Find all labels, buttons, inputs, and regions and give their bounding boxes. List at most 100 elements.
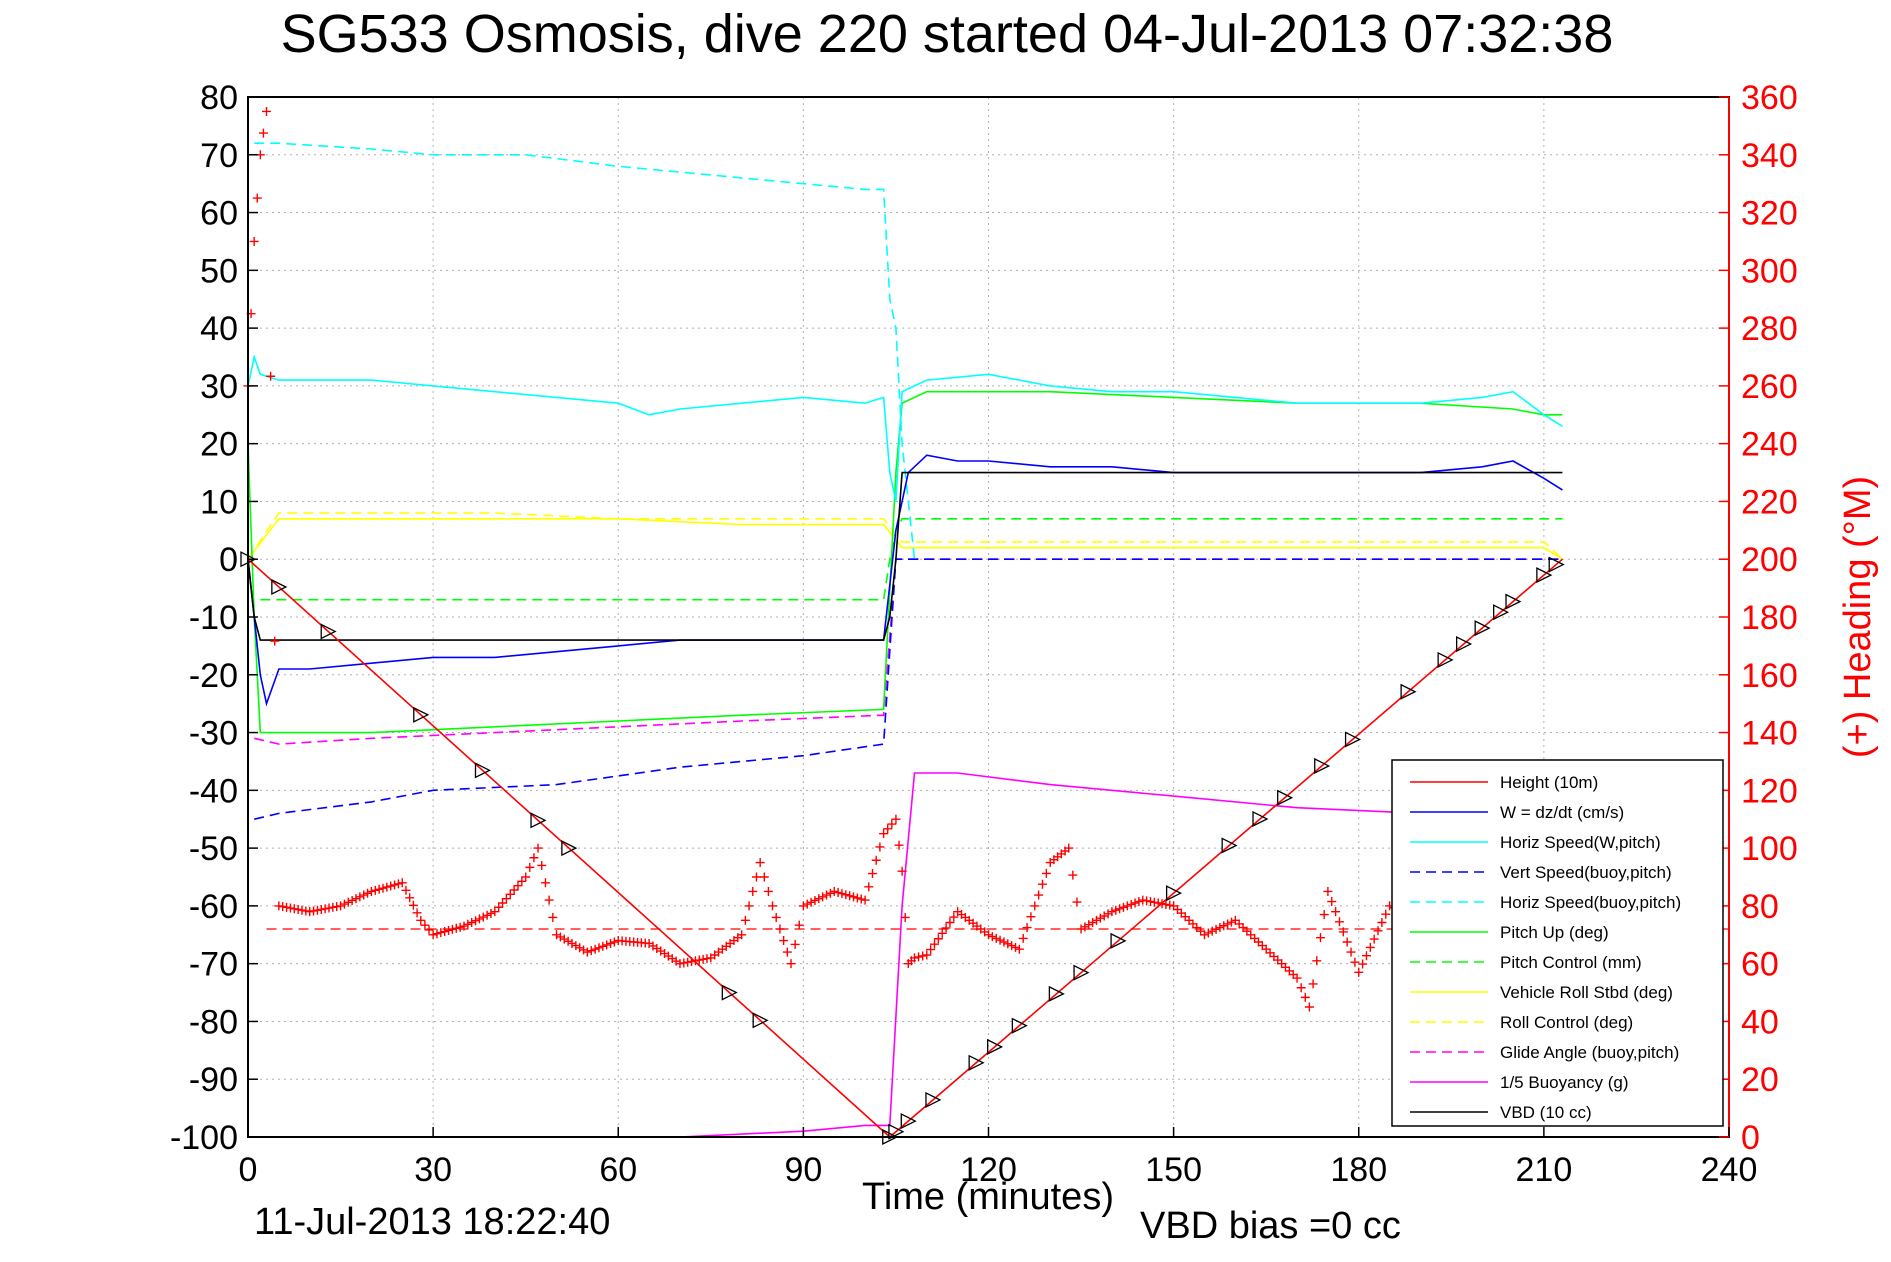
heading-point <box>339 899 349 909</box>
heading-point <box>1312 956 1322 966</box>
x-tick-label: 180 <box>1330 1151 1387 1189</box>
heading-point <box>378 883 388 893</box>
heading-point <box>309 906 319 916</box>
heading-point <box>1149 897 1159 907</box>
heading-point <box>305 907 315 917</box>
heading-point <box>748 886 758 896</box>
legend-label: Horiz Speed(W,pitch) <box>1500 833 1661 852</box>
heading-point <box>883 824 893 834</box>
y2-tick-label: 40 <box>1741 1003 1779 1041</box>
heading-point <box>1334 917 1344 927</box>
heading-point <box>1327 897 1337 907</box>
heading-point <box>759 872 769 882</box>
heading-point <box>1219 921 1229 931</box>
x-tick-label: 210 <box>1516 1151 1573 1189</box>
x-axis: 0 30 60 90 120 150 180 210 240 <box>239 1127 1757 1189</box>
heading-point <box>343 897 353 907</box>
height-marker <box>1252 810 1269 828</box>
heading-point <box>1207 926 1217 936</box>
heading-point <box>914 952 924 962</box>
heading-point <box>579 945 589 955</box>
heading-point <box>1068 870 1078 880</box>
y2-tick-label: 200 <box>1741 541 1798 579</box>
heading-point <box>602 940 612 950</box>
heading-point <box>509 885 519 895</box>
height-marker <box>271 578 288 596</box>
height-marker <box>1344 731 1362 748</box>
heading-point <box>949 912 959 922</box>
heading-point <box>871 855 881 865</box>
heading-point <box>690 956 700 966</box>
heading-point <box>887 819 897 829</box>
heading-point <box>1165 900 1175 910</box>
heading-point <box>1292 973 1302 983</box>
y-tick-label: 60 <box>200 195 238 233</box>
heading-point <box>274 901 284 911</box>
heading-point <box>282 902 292 912</box>
heading-point <box>1346 947 1356 957</box>
heading-point <box>1084 920 1094 930</box>
height-marker <box>1400 683 1417 700</box>
heading-point <box>694 955 704 965</box>
y-tick-label: -10 <box>189 599 238 637</box>
heading-point <box>833 888 843 898</box>
y2-tick-label: 280 <box>1741 310 1798 348</box>
heading-point <box>370 885 380 895</box>
legend-label: Pitch Control (mm) <box>1500 953 1642 972</box>
y2-tick-label: 240 <box>1741 426 1798 464</box>
series-line-vehicle-roll-stbd-deg <box>247 517 1563 560</box>
height-marker <box>1548 556 1565 573</box>
heading-point <box>447 924 457 934</box>
heading-point <box>575 943 585 953</box>
heading-point <box>1381 909 1391 919</box>
heading-point <box>412 908 422 918</box>
heading-point <box>683 957 693 967</box>
heading-point <box>351 894 361 904</box>
heading-point <box>478 912 488 922</box>
height-marker <box>1493 604 1510 621</box>
y-tick-label: 0 <box>219 541 238 579</box>
heading-point <box>525 862 535 872</box>
heading-point <box>864 882 874 892</box>
heading-point <box>401 885 411 895</box>
heading-point <box>533 843 543 853</box>
heading-point <box>875 842 885 852</box>
y2-tick-label: 260 <box>1741 368 1798 406</box>
heading-point <box>941 923 951 933</box>
heading-point <box>397 878 407 888</box>
y2-tick-label: 180 <box>1741 599 1798 637</box>
heading-point <box>571 941 581 951</box>
heading-point <box>740 915 750 925</box>
heading-point <box>505 889 515 899</box>
heading-point <box>1011 942 1020 952</box>
footer-timestamp: 11-Jul-2013 18:22:40 <box>254 1201 610 1243</box>
legend-label: Pitch Up (deg) <box>1500 923 1609 942</box>
heading-point <box>1103 909 1113 919</box>
y2-tick-label: 20 <box>1741 1061 1779 1099</box>
heading-point <box>1377 918 1387 927</box>
heading-point <box>1107 907 1117 917</box>
heading-point <box>1369 934 1379 944</box>
heading-point <box>991 933 1001 943</box>
y-tick-label: 30 <box>200 368 238 406</box>
heading-point <box>852 893 862 903</box>
heading-point <box>755 858 765 868</box>
heading-point <box>1373 926 1383 936</box>
height-marker <box>530 812 547 829</box>
series-line-horiz-speed-w-pitch <box>247 354 1563 502</box>
heading-point <box>540 878 550 888</box>
heading-point <box>763 886 773 896</box>
y-tick-label: -50 <box>189 830 238 868</box>
heading-point <box>1361 951 1371 961</box>
heading-point <box>544 895 554 905</box>
heading-point <box>1153 898 1163 908</box>
heading-point <box>1064 843 1074 853</box>
height-marker <box>1474 620 1491 637</box>
heading-point <box>594 943 604 953</box>
heading-point <box>582 947 592 957</box>
legend-label: Vert Speed(buoy,pitch) <box>1500 863 1672 882</box>
heading-point <box>945 918 955 927</box>
y-tick-label: -100 <box>170 1119 238 1157</box>
heading-point <box>405 893 415 903</box>
heading-point <box>393 879 403 889</box>
